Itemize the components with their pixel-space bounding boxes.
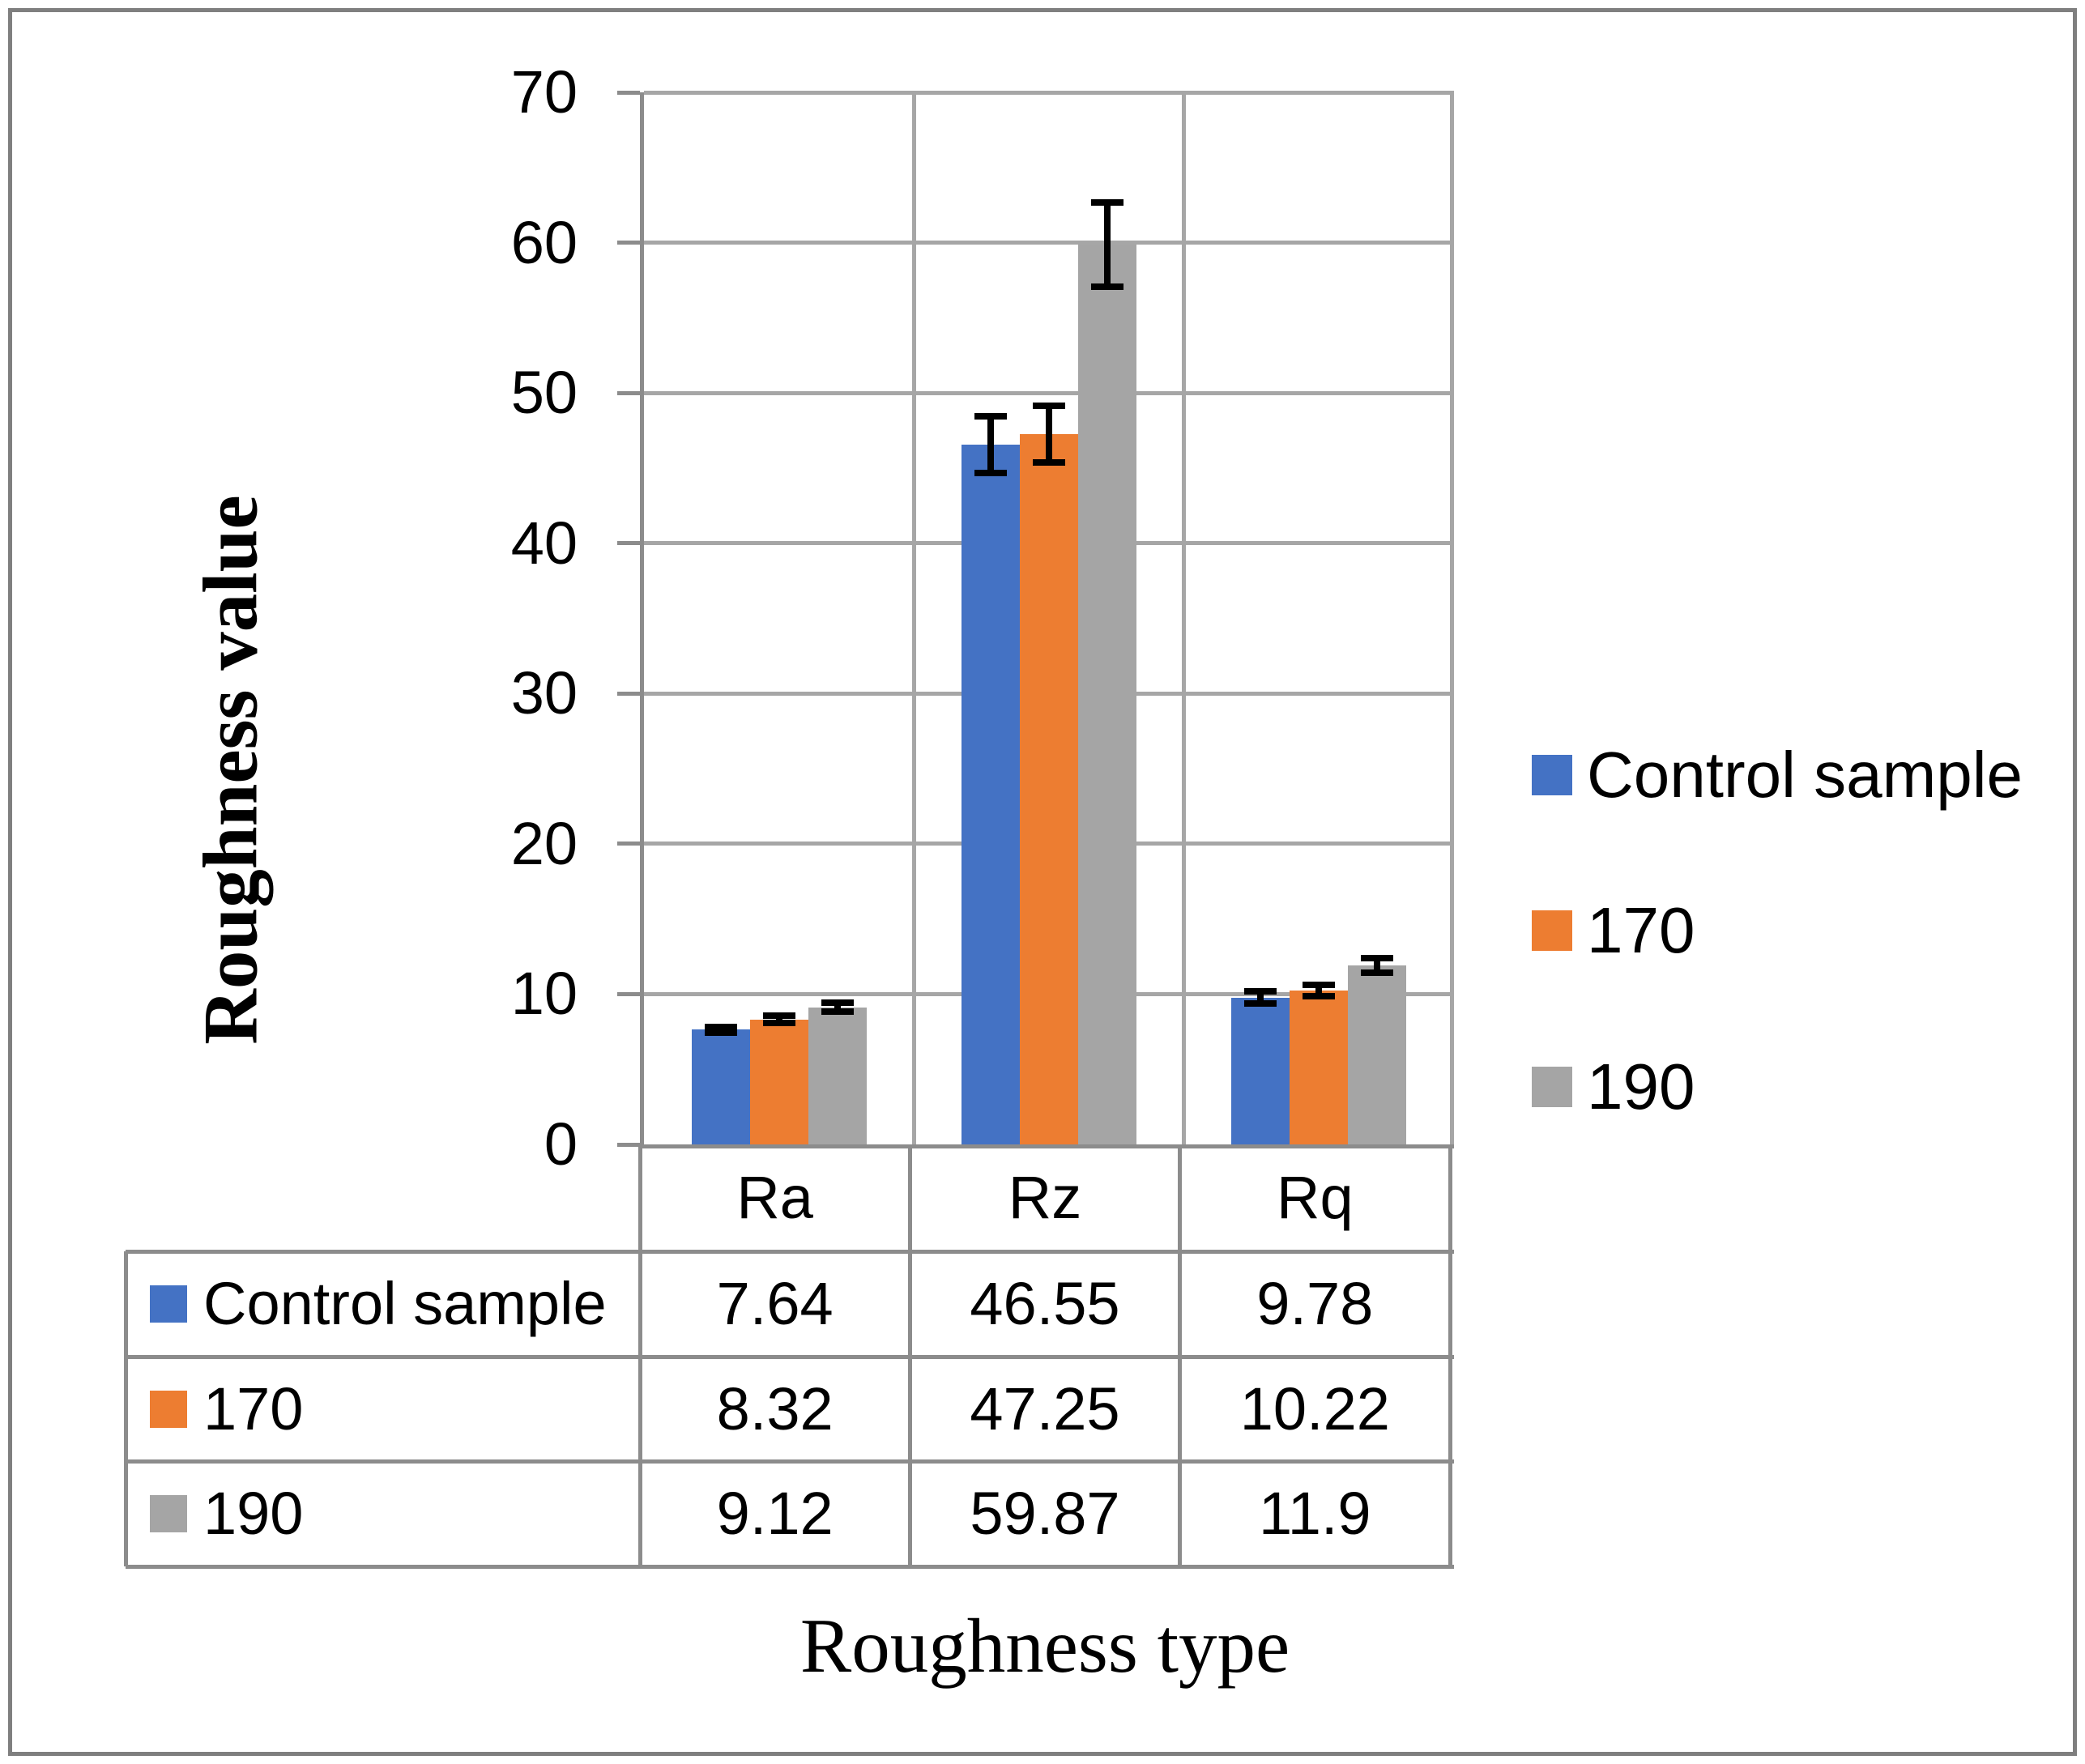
table-border-v — [637, 1144, 642, 1566]
y-tick-label: 70 — [510, 58, 578, 126]
error-bar-stem — [1104, 199, 1111, 290]
error-bar-190-Rz — [1091, 199, 1124, 290]
y-axis-tick — [617, 1142, 640, 1147]
table-border-h — [126, 1459, 1454, 1464]
error-bar-stem — [1257, 988, 1264, 1007]
y-tick-label: 50 — [510, 359, 578, 427]
table-value-190-Ra: 9.12 — [716, 1480, 834, 1547]
y-tick-label: 0 — [544, 1110, 578, 1178]
y-tick-label: 40 — [510, 509, 578, 577]
error-bar-stem — [775, 1012, 782, 1026]
error-bar-stem — [987, 413, 994, 477]
y-axis-tick — [617, 390, 640, 395]
y-axis-tick — [617, 241, 640, 245]
table-value-170-Rz: 47.25 — [970, 1374, 1120, 1442]
y-axis-tick — [617, 541, 640, 546]
legend-swatch — [1532, 1067, 1572, 1107]
error-bar-170-Rz — [1033, 403, 1065, 467]
category-separator — [1182, 92, 1187, 1144]
error-bar-Control sample-Ra — [704, 1023, 737, 1036]
table-row-header-Control sample: Control sample — [150, 1251, 632, 1357]
table-border-v — [1178, 1144, 1183, 1566]
series-name: 190 — [203, 1480, 304, 1547]
y-tick-label: 20 — [510, 809, 578, 877]
plot-area: 0 10 20 30 40 50 60 70 — [511, 62, 1454, 1174]
series-name: 170 — [203, 1374, 304, 1442]
category-label-Rz: Rz — [1008, 1164, 1082, 1231]
table-border-v — [907, 1144, 912, 1566]
error-bar-190-Ra — [821, 999, 854, 1016]
y-tick-label: 10 — [510, 960, 578, 1028]
y-axis-tick — [617, 90, 640, 95]
error-bar-Control sample-Rq — [1244, 988, 1277, 1007]
error-bar-stem — [834, 999, 841, 1016]
table-value-170-Ra: 8.32 — [716, 1374, 834, 1442]
table-border-h — [126, 1354, 1454, 1359]
series-key-swatch — [150, 1390, 187, 1428]
category-label-Ra: Ra — [736, 1164, 813, 1231]
y-axis-tick — [617, 842, 640, 846]
table-border-v — [123, 1251, 128, 1566]
y-tick-label: 60 — [510, 208, 578, 276]
table-row-header-190: 190 — [150, 1461, 632, 1566]
legend-label: 170 — [1587, 894, 1695, 966]
error-bar-170-Ra — [762, 1012, 795, 1026]
error-bar-stem — [717, 1023, 724, 1036]
legend-item-190: 190 — [1532, 1050, 2050, 1123]
bar-170-Ra — [749, 1019, 808, 1144]
gridline — [644, 390, 1454, 395]
table-value-Control sample-Ra: 7.64 — [716, 1270, 834, 1337]
bar-170-Rq — [1290, 991, 1349, 1144]
legend-swatch — [1532, 910, 1572, 951]
table-value-170-Rq: 10.22 — [1239, 1374, 1390, 1442]
gridline — [644, 90, 1454, 95]
legend-swatch — [1532, 755, 1572, 795]
bar-Control sample-Rq — [1231, 997, 1290, 1144]
table-value-Control sample-Rz: 46.55 — [970, 1270, 1120, 1337]
legend-label: 190 — [1587, 1050, 1695, 1123]
category-separator — [911, 92, 916, 1144]
y-axis-tick — [617, 991, 640, 996]
x-axis-title: Roughness type — [799, 1603, 1290, 1689]
gridline — [644, 241, 1454, 245]
legend-label: Control sample — [1587, 739, 2023, 811]
series-key-swatch — [150, 1285, 187, 1323]
error-bar-170-Rq — [1303, 982, 1336, 1000]
bar-190-Rz — [1078, 244, 1136, 1144]
y-tick-label: 30 — [510, 659, 578, 727]
bar-Control sample-Ra — [691, 1029, 750, 1144]
bar-Control sample-Rz — [961, 445, 1020, 1144]
table-row-header-170: 170 — [150, 1357, 632, 1461]
table-border-v — [1448, 1144, 1452, 1566]
category-separator — [1450, 92, 1454, 1144]
category-label-Rq: Rq — [1277, 1164, 1354, 1231]
table-border-h — [126, 1564, 1454, 1569]
error-bar-stem — [1046, 403, 1052, 467]
series-key-swatch — [150, 1495, 187, 1532]
series-name: Control sample — [203, 1270, 607, 1337]
table-value-Control sample-Rq: 9.78 — [1256, 1270, 1374, 1337]
legend-item-170: 170 — [1532, 894, 2050, 967]
table-border-h — [126, 1249, 1454, 1254]
bar-190-Ra — [808, 1007, 867, 1144]
bar-190-Rq — [1348, 965, 1407, 1144]
legend-item-Control sample: Control sample — [1532, 739, 2050, 812]
y-axis-title: Roughness value — [187, 495, 274, 1045]
error-bar-190-Rq — [1361, 955, 1394, 977]
table-value-190-Rz: 59.87 — [970, 1480, 1120, 1547]
error-bar-stem — [1374, 955, 1381, 977]
y-axis-tick — [617, 691, 640, 696]
error-bar-stem — [1315, 982, 1323, 1000]
table-value-190-Rq: 11.9 — [1259, 1480, 1371, 1547]
bar-170-Rz — [1020, 434, 1078, 1144]
error-bar-Control sample-Rz — [974, 413, 1007, 477]
figure-border — [8, 8, 2077, 1756]
